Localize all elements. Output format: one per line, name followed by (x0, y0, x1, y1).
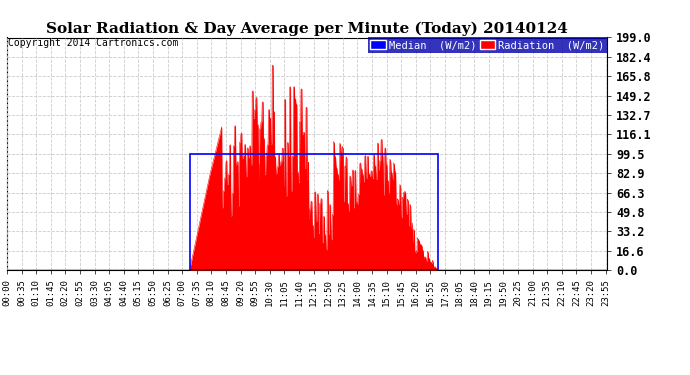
Title: Solar Radiation & Day Average per Minute (Today) 20140124: Solar Radiation & Day Average per Minute… (46, 22, 568, 36)
Text: Copyright 2014 Cartronics.com: Copyright 2014 Cartronics.com (8, 38, 178, 48)
Bar (190, 154, 438, 270)
Legend: Median  (W/m2), Radiation  (W/m2): Median (W/m2), Radiation (W/m2) (368, 38, 607, 53)
